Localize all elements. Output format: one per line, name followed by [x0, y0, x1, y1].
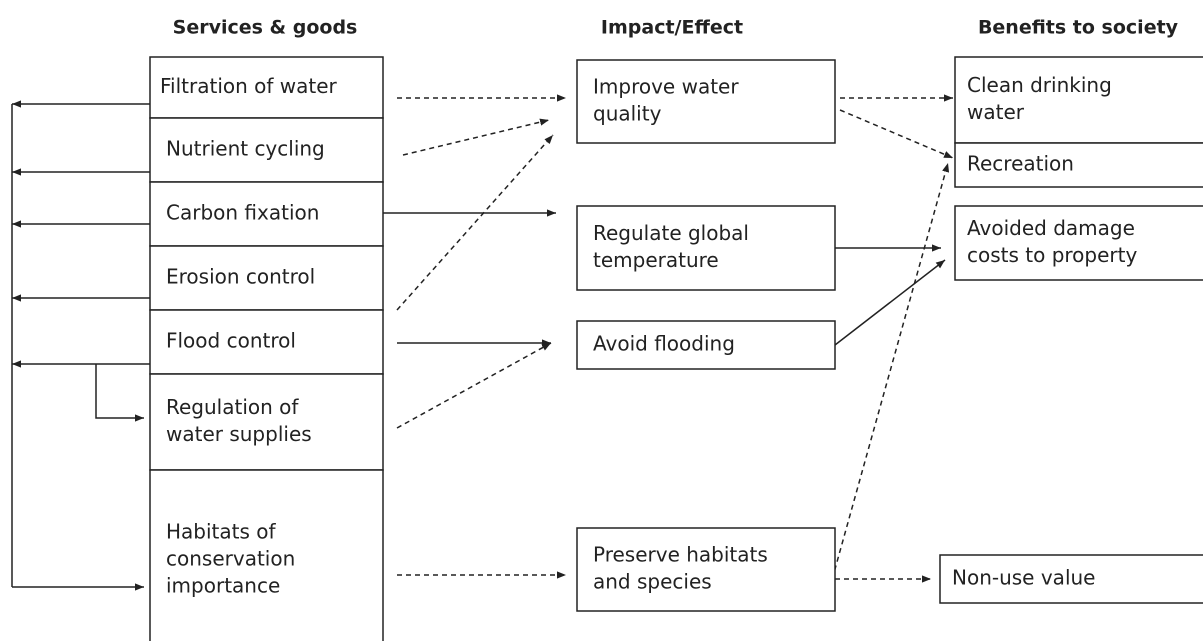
box-label: Regulate global	[593, 221, 749, 245]
arrow	[402, 118, 550, 156]
box-label: Preserve habitats	[593, 543, 768, 567]
box-label: water supplies	[166, 422, 312, 446]
box-label: Flood control	[166, 329, 296, 353]
box	[576, 527, 836, 612]
box-label: Improve water	[593, 75, 739, 99]
box-label: importance	[166, 574, 280, 598]
box	[149, 181, 384, 247]
box-label: Erosion control	[166, 265, 315, 289]
box	[939, 554, 1203, 604]
box-label: Carbon fixation	[166, 201, 319, 225]
box-label: Regulation of	[166, 395, 299, 419]
connectors	[11, 94, 954, 606]
box	[954, 142, 1203, 188]
box	[954, 205, 1203, 281]
box-label: temperature	[593, 248, 719, 272]
box	[576, 205, 836, 291]
box-label: quality	[593, 102, 662, 126]
box	[576, 320, 836, 370]
box-label: costs to property	[967, 243, 1137, 267]
column-header: Benefits to society	[978, 17, 1179, 39]
box	[149, 56, 384, 119]
box-label: Clean drinking	[967, 73, 1112, 97]
arrow	[396, 342, 552, 429]
box	[149, 373, 384, 471]
arrow	[834, 259, 946, 346]
box	[576, 59, 836, 144]
column-header: Impact/Effect	[601, 17, 743, 39]
box-label: water	[967, 100, 1025, 124]
box-label: Habitats of	[166, 520, 277, 544]
box	[149, 117, 384, 183]
box-label: Nutrient cycling	[166, 137, 325, 161]
box-label: Non-use value	[952, 566, 1095, 590]
box-label: Avoid flooding	[593, 332, 735, 356]
column-header: Services & goods	[173, 17, 358, 39]
box	[149, 309, 384, 375]
box-label: Filtration of water	[160, 74, 338, 98]
box-label: Recreation	[967, 152, 1074, 176]
arrow	[839, 109, 954, 159]
box	[149, 245, 384, 311]
arrow	[396, 134, 554, 311]
box-label: conservation	[166, 547, 295, 571]
box-label: Avoided damage	[967, 216, 1135, 240]
box-label: and species	[593, 570, 712, 594]
box	[954, 56, 1203, 144]
arrow	[824, 162, 950, 606]
box	[149, 469, 384, 641]
arrow	[95, 364, 144, 422]
